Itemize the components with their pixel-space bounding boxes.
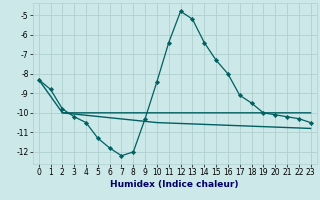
X-axis label: Humidex (Indice chaleur): Humidex (Indice chaleur): [110, 180, 239, 189]
